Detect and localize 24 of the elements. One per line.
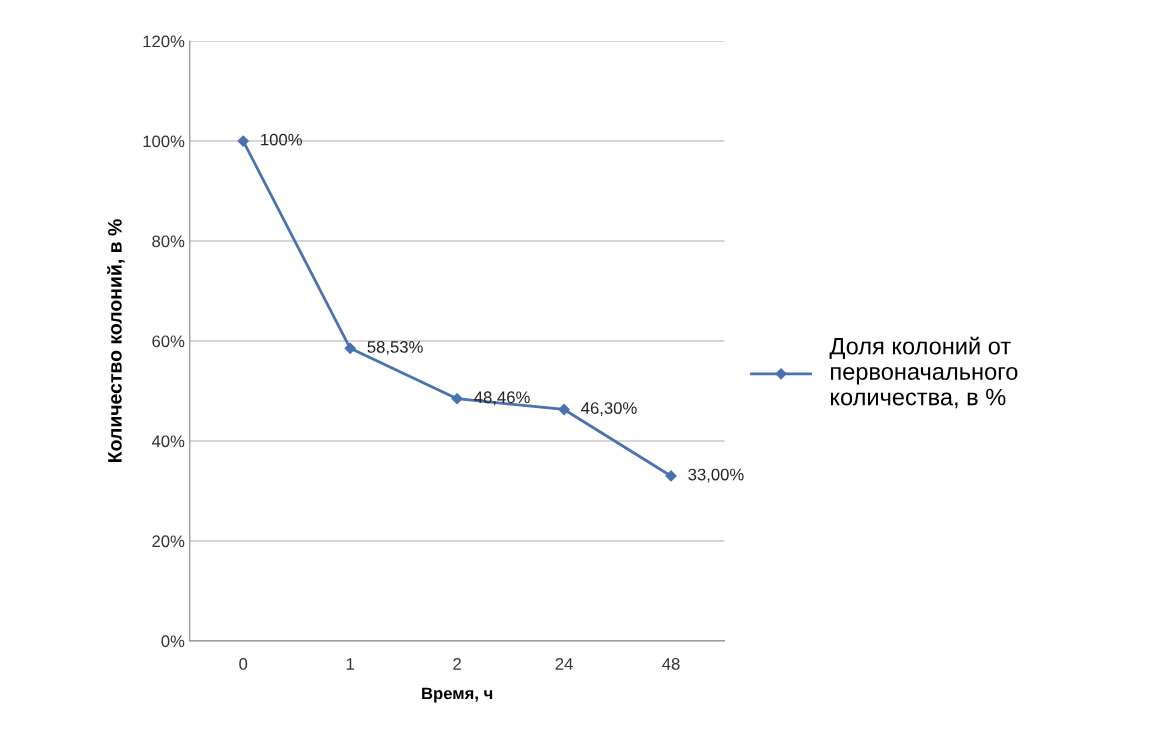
point: [237, 135, 249, 147]
data-label: 48,46%: [474, 391, 530, 406]
x-axis-title: Время, ч: [422, 687, 493, 703]
y-tick-label: 120%: [143, 35, 185, 48]
point: [558, 403, 570, 416]
x-tick-label: 1: [346, 658, 354, 670]
x-tick-label: 24: [555, 658, 573, 670]
point: [451, 393, 463, 405]
y-tick-label: 60%: [152, 335, 185, 348]
x-tick-label: 2: [453, 658, 461, 670]
legend-label: Доля колоний от первоначального количества, в %: [829, 336, 1018, 409]
y-tick-label: 40%: [151, 435, 185, 448]
y-axis-title: Количество колоний, в %: [107, 219, 125, 463]
data-label: 46,30%: [581, 402, 637, 416]
x-tick-label: 0: [239, 658, 248, 670]
x-tick-label: 48: [662, 658, 680, 670]
data-label: 58,53%: [367, 341, 423, 355]
data-label: 100%: [261, 133, 302, 146]
y-tick-label: 20%: [152, 535, 185, 548]
y-tick-label: 80%: [152, 235, 185, 248]
data-label: 33,00%: [688, 468, 744, 483]
y-tick-label: 100%: [143, 135, 185, 148]
point: [344, 342, 356, 354]
y-tick-label: 0%: [161, 635, 185, 648]
